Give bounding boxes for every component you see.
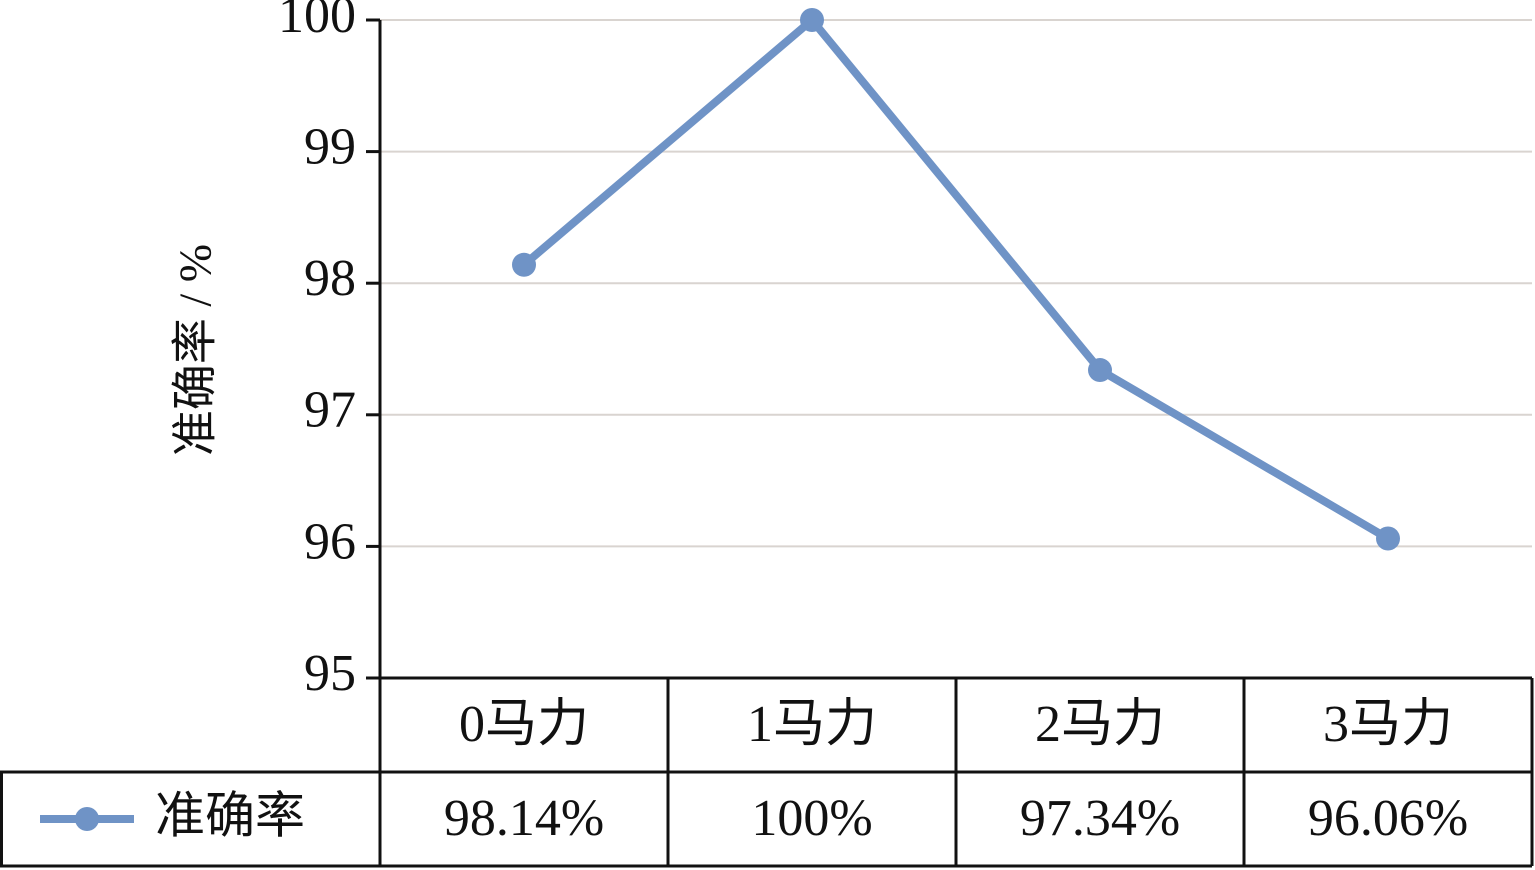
y-tick-label: 100 — [278, 0, 356, 44]
point — [512, 252, 536, 277]
x-tick-label: 0马力 — [459, 696, 589, 753]
legend-label: 准确率 — [155, 787, 305, 843]
y-tick-label: 98 — [304, 250, 356, 307]
point — [800, 8, 824, 32]
x-tick-label: 3马力 — [1323, 696, 1453, 753]
value-label: 96.06% — [1308, 790, 1468, 847]
line — [521, 16, 1391, 542]
legend-marker — [75, 807, 99, 831]
value-label: 98.14% — [444, 790, 604, 847]
x-tick-label: 1马力 — [747, 696, 877, 753]
y-tick-label: 96 — [304, 513, 356, 570]
y-tick-label: 97 — [304, 382, 356, 439]
y-tick-label: 95 — [304, 645, 356, 702]
value-label: 100% — [751, 790, 872, 847]
point — [1376, 526, 1400, 551]
y-axis-label: 准确率 / % — [170, 244, 221, 456]
point — [1088, 358, 1112, 383]
value-label: 97.34% — [1020, 790, 1180, 847]
y-tick-label: 99 — [304, 119, 356, 176]
x-tick-label: 2马力 — [1035, 696, 1165, 753]
